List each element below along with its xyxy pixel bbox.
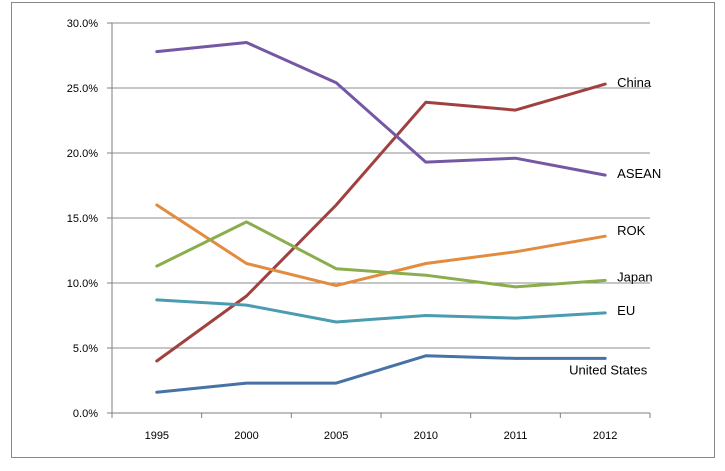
x-tick-label: 1995 xyxy=(145,430,169,442)
series-line-eu xyxy=(155,298,607,324)
series-line-rok xyxy=(155,203,607,288)
chart-frame xyxy=(11,2,715,458)
y-tick-label: 25.0% xyxy=(67,83,98,95)
series-label: ROK xyxy=(617,223,646,238)
y-tick-label: 10.0% xyxy=(67,278,98,290)
series-label: Japan xyxy=(617,269,652,284)
x-tick-label: 2005 xyxy=(324,430,348,442)
x-tick-label: 2012 xyxy=(593,430,617,442)
series-label: China xyxy=(617,75,652,90)
y-tick-label: 30.0% xyxy=(67,18,98,30)
series-line-asean xyxy=(155,41,607,177)
x-axis-ticks: 1995 2000 2005 2010 2011 2012 xyxy=(145,430,618,442)
series-label: United States xyxy=(569,362,648,377)
series-line-united-states xyxy=(155,354,607,394)
y-axis-ticks: 0.0% 5.0% 10.0% 15.0% 20.0% 25.0% 30.0% xyxy=(67,18,98,420)
series-label: EU xyxy=(617,303,635,318)
y-tick-label: 5.0% xyxy=(73,343,98,355)
series-lines xyxy=(155,41,607,394)
x-tick-label: 2011 xyxy=(504,430,528,442)
series-label: ASEAN xyxy=(617,166,661,181)
series-line-japan xyxy=(155,220,607,289)
y-tick-label: 0.0% xyxy=(73,408,98,420)
x-tick-label: 2000 xyxy=(234,430,258,442)
series-line-china xyxy=(155,82,607,363)
y-tick-label: 20.0% xyxy=(67,148,98,160)
y-tick-label: 15.0% xyxy=(67,213,98,225)
series-labels: China ASEAN ROK Japan EU United States xyxy=(569,75,661,377)
x-tick-label: 2010 xyxy=(414,430,438,442)
